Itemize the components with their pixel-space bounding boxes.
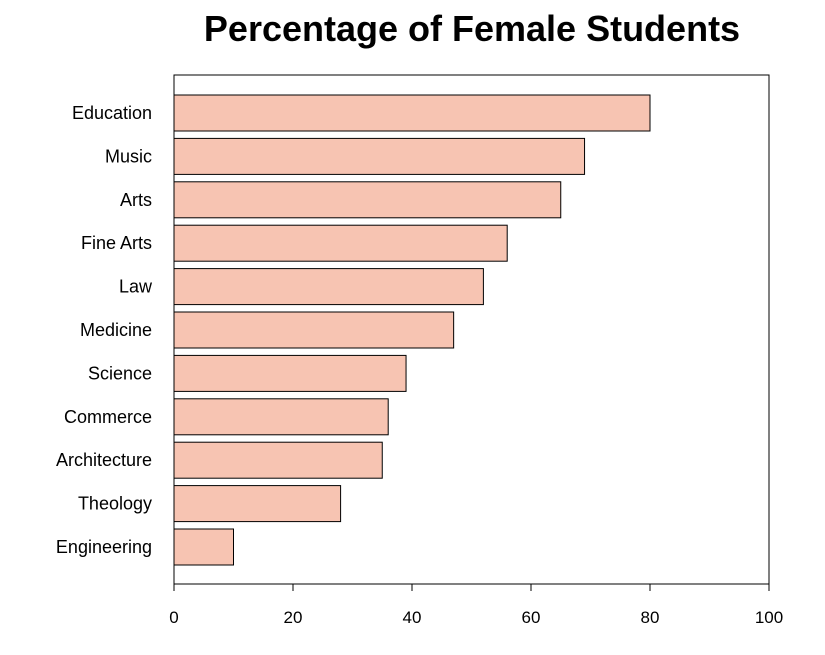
bar-music [173,137,586,175]
bar-arts [173,181,562,219]
bar-fine-arts [173,224,508,262]
category-label: Theology [78,494,152,514]
bar-engineering [173,528,234,566]
category-label: Music [105,146,152,166]
bar-education [173,94,651,132]
x-tick-label: 80 [641,608,660,627]
x-tick-label: 40 [403,608,422,627]
category-label: Commerce [64,407,152,427]
x-tick-label: 60 [522,608,541,627]
category-label: Medicine [80,320,152,340]
x-tick-label: 0 [169,608,178,627]
bar-commerce [173,398,389,436]
bar-law [173,268,484,306]
bar-theology [173,485,342,523]
category-label: Law [119,277,153,297]
category-label: Education [72,103,152,123]
category-label: Science [88,363,152,383]
bar-science [173,354,407,392]
category-label: Engineering [56,537,152,557]
bar-architecture [173,441,383,479]
chart-title: Percentage of Female Students [203,8,741,49]
bar-medicine [173,311,455,349]
category-label: Architecture [56,450,152,470]
x-tick-label: 20 [284,608,303,627]
x-tick-label: 100 [755,608,783,627]
category-label: Fine Arts [81,233,152,253]
category-label: Arts [120,190,152,210]
